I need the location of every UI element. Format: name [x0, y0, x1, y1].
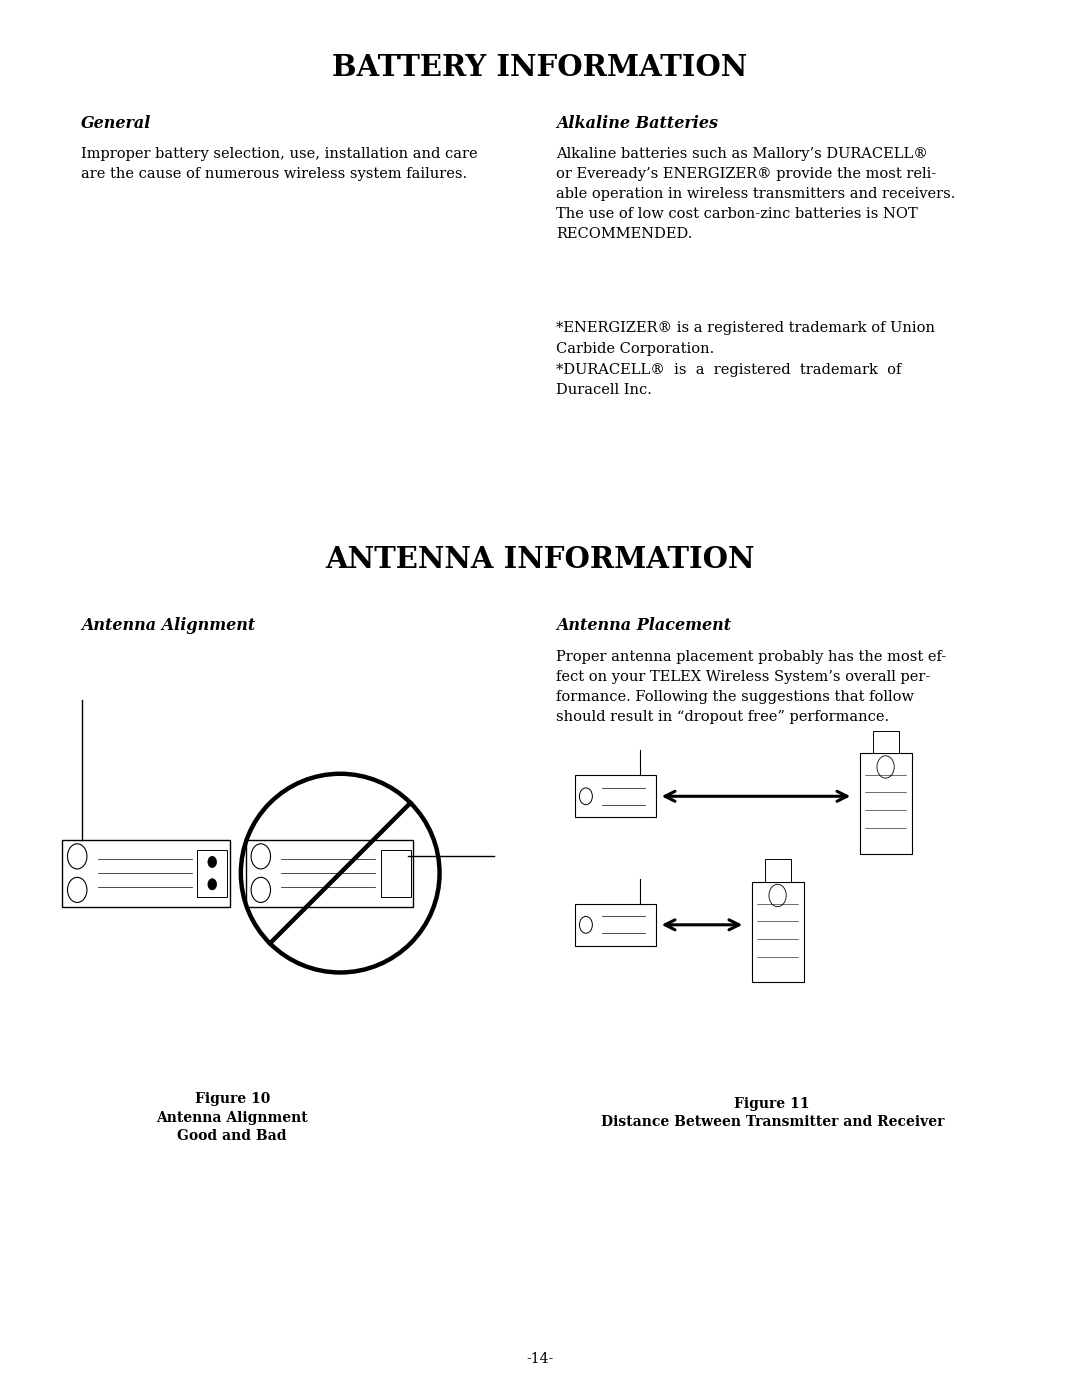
FancyBboxPatch shape	[198, 849, 228, 897]
Text: BATTERY INFORMATION: BATTERY INFORMATION	[333, 53, 747, 82]
Text: Improper battery selection, use, installation and care
are the cause of numerous: Improper battery selection, use, install…	[81, 147, 477, 180]
FancyBboxPatch shape	[576, 904, 656, 946]
Text: Antenna Alignment: Antenna Alignment	[81, 617, 255, 634]
FancyBboxPatch shape	[765, 859, 791, 882]
Text: -14-: -14-	[526, 1352, 554, 1366]
Circle shape	[877, 756, 894, 778]
Text: General: General	[81, 115, 151, 131]
Text: Figure 10
Antenna Alignment
Good and Bad: Figure 10 Antenna Alignment Good and Bad	[157, 1092, 308, 1143]
FancyBboxPatch shape	[752, 882, 804, 982]
Text: *ENERGIZER® is a registered trademark of Union
Carbide Corporation.
*DURACELL®  : *ENERGIZER® is a registered trademark of…	[556, 321, 935, 397]
Circle shape	[207, 879, 216, 890]
FancyBboxPatch shape	[246, 840, 413, 907]
Circle shape	[68, 877, 87, 902]
Text: Proper antenna placement probably has the most ef-
fect on your TELEX Wireless S: Proper antenna placement probably has th…	[556, 650, 946, 724]
FancyBboxPatch shape	[380, 849, 410, 897]
Text: Figure 11
Distance Between Transmitter and Receiver: Figure 11 Distance Between Transmitter a…	[600, 1097, 944, 1129]
FancyBboxPatch shape	[63, 840, 230, 907]
Circle shape	[251, 877, 270, 902]
Circle shape	[68, 844, 87, 869]
Text: Alkaline Batteries: Alkaline Batteries	[556, 115, 718, 131]
Circle shape	[207, 856, 216, 868]
Circle shape	[579, 916, 592, 933]
Text: Antenna Placement: Antenna Placement	[556, 617, 731, 634]
Circle shape	[251, 844, 270, 869]
FancyBboxPatch shape	[860, 753, 912, 854]
Circle shape	[579, 788, 592, 805]
Circle shape	[769, 884, 786, 907]
Text: Alkaline batteries such as Mallory’s DURACELL®
or Eveready’s ENERGIZER® provide : Alkaline batteries such as Mallory’s DUR…	[556, 147, 956, 240]
Text: ANTENNA INFORMATION: ANTENNA INFORMATION	[325, 545, 755, 574]
FancyBboxPatch shape	[873, 731, 899, 753]
FancyBboxPatch shape	[576, 775, 656, 817]
